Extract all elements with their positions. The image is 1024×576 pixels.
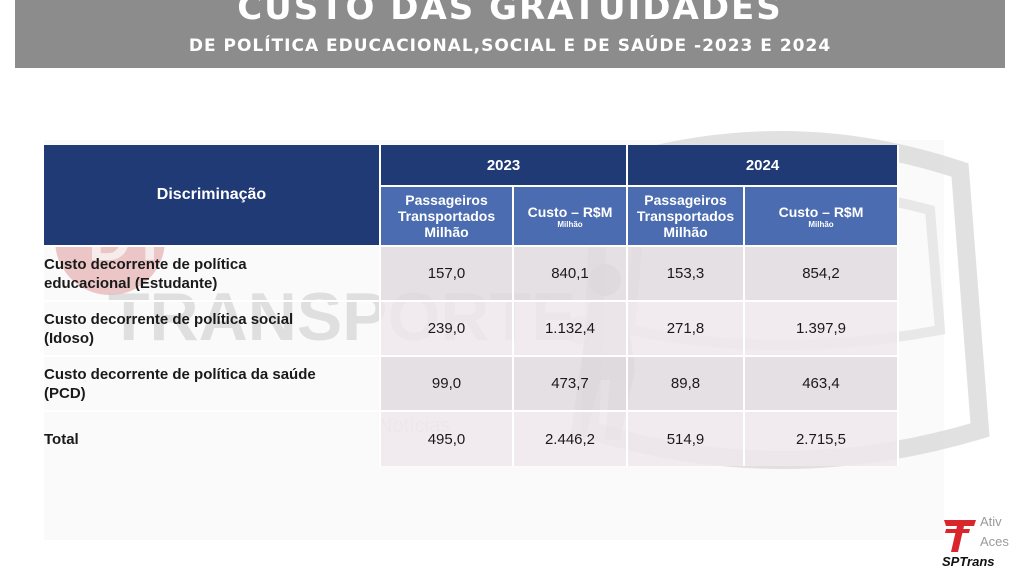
cell-passengers-2024: 89,8	[627, 355, 745, 411]
table-row-total: Total 495,0 2.446,2 514,9 2.715,5	[44, 410, 899, 466]
cell-passengers-2024: 514,9	[627, 410, 745, 466]
header-year-2024: 2024	[627, 145, 899, 186]
table-row: Custo decorrente de política educacional …	[44, 245, 899, 301]
row-label: Custo decorrente de política social (Idos…	[44, 300, 381, 356]
header-passengers-2023: Passageiros Transportados Milhão	[380, 185, 514, 246]
gratuidades-table: Discriminação 2023 2024 Passageiros Tran…	[44, 145, 899, 466]
cell-passengers-2023: 99,0	[380, 355, 514, 411]
table-row: Custo decorrente de política social (Idos…	[44, 300, 899, 356]
header-discriminacao: Discriminação	[44, 145, 381, 246]
slide-header: CUSTO DAS GRATUIDADES DE POLÍTICA EDUCAC…	[15, 0, 1005, 68]
slide-title: CUSTO DAS GRATUIDADES	[237, 0, 783, 28]
header-cost-2023: Custo – R$M Milhão	[513, 185, 628, 246]
sptrans-logo-text: SPTrans	[942, 554, 995, 569]
cell-passengers-2023: 157,0	[380, 245, 514, 301]
cell-passengers-2024: 153,3	[627, 245, 745, 301]
header-cost-2024: Custo – R$M Milhão	[744, 185, 899, 246]
slide-subtitle: DE POLÍTICA EDUCACIONAL,SOCIAL E DE SAÚD…	[188, 36, 832, 56]
header-year-2023: 2023	[380, 145, 628, 186]
cell-cost-2024: 463,4	[744, 355, 899, 411]
sptrans-logo: SPTrans	[940, 514, 1020, 574]
table-row: Custo decorrente de política da saúde (PC…	[44, 355, 899, 411]
cell-passengers-2023: 239,0	[380, 300, 514, 356]
cell-cost-2023: 2.446,2	[513, 410, 628, 466]
row-label: Custo decorrente de política da saúde (PC…	[44, 355, 381, 411]
header-passengers-2024: Passageiros Transportados Milhão	[627, 185, 745, 246]
cell-cost-2023: 1.132,4	[513, 300, 628, 356]
cell-cost-2024: 1.397,9	[744, 300, 899, 356]
cell-cost-2023: 473,7	[513, 355, 628, 411]
cell-cost-2024: 2.715,5	[744, 410, 899, 466]
cell-cost-2024: 854,2	[744, 245, 899, 301]
cell-cost-2023: 840,1	[513, 245, 628, 301]
sptrans-logo-icon	[944, 520, 976, 552]
row-label: Custo decorrente de política educacional …	[44, 245, 381, 301]
cell-passengers-2023: 495,0	[380, 410, 514, 466]
cell-passengers-2024: 271,8	[627, 300, 745, 356]
row-label-total: Total	[44, 410, 381, 466]
activation-overlay: Ativ Aces	[980, 514, 1009, 549]
